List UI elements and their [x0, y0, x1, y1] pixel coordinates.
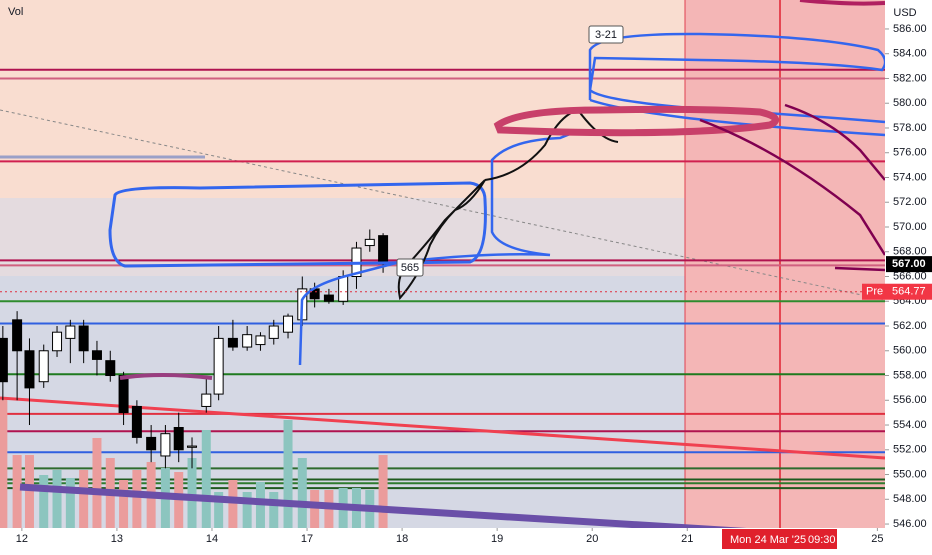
y-tick-label: 584.00 — [893, 48, 927, 60]
x-tick-label: 12 — [16, 533, 28, 545]
volume-bar — [297, 458, 307, 528]
price-axis-bg — [885, 0, 932, 550]
x-tick-label: 17 — [301, 533, 313, 545]
volume-bar — [310, 490, 320, 528]
x-tick-label: 18 — [396, 533, 408, 545]
candle-body — [255, 335, 266, 346]
candle-body — [118, 375, 129, 414]
candle-body — [227, 337, 238, 348]
currency: USD — [893, 7, 916, 19]
trend-dashed — [0, 109, 886, 301]
y-tick-label: 578.00 — [893, 122, 927, 134]
y-tick-label: 552.00 — [893, 444, 927, 456]
candle-body — [78, 325, 89, 352]
y-tick-label: 556.00 — [893, 394, 927, 406]
y-tick-label: 580.00 — [893, 97, 927, 109]
y-tick-label: 570.00 — [893, 221, 927, 233]
y-tick-label: 582.00 — [893, 72, 927, 84]
x-tick-label: 19 — [491, 533, 503, 545]
candle-body — [173, 426, 184, 451]
annotation: 3-21 — [595, 29, 617, 41]
candle-body — [65, 325, 76, 339]
candle-body — [338, 276, 349, 302]
volume-bar — [24, 455, 34, 528]
volume-bar — [39, 475, 49, 528]
candle-body — [105, 360, 116, 377]
annotation: 565 — [401, 262, 419, 274]
candle-body — [268, 325, 279, 339]
y-tick-label: 572.00 — [893, 196, 927, 208]
volume-bar — [242, 492, 252, 528]
pre-price: 564.77 — [892, 286, 926, 298]
volume-bar — [187, 458, 197, 528]
candle-body — [12, 319, 23, 352]
y-tick-label: 566.00 — [893, 270, 927, 282]
zone-upper — [0, 0, 685, 198]
candle-body — [24, 350, 35, 389]
last-price: 567.00 — [892, 258, 926, 270]
x-tick-label: 20 — [586, 533, 598, 545]
candle-body — [187, 445, 198, 448]
y-tick-label: 576.00 — [893, 147, 927, 159]
y-tick-label: 568.00 — [893, 246, 927, 258]
candle-body — [283, 315, 294, 333]
y-tick-label: 574.00 — [893, 171, 927, 183]
candle-body — [364, 238, 375, 247]
volume-bar — [228, 480, 238, 528]
candle-body — [91, 350, 102, 360]
pre-price-box — [886, 283, 932, 300]
volume-bar — [52, 470, 62, 528]
candle-body — [378, 235, 389, 265]
y-tick-label: 562.00 — [893, 320, 927, 332]
y-tick-label: 548.00 — [893, 493, 927, 505]
x-tick-label: 13 — [111, 533, 123, 545]
y-tick-label: 546.00 — [893, 518, 927, 530]
x-tick-label: 25 — [871, 533, 883, 545]
volume-bar — [269, 492, 279, 528]
volume-bar — [201, 430, 211, 528]
candle-body — [52, 331, 63, 352]
annotation-box — [396, 258, 424, 277]
volume-bar — [92, 438, 102, 528]
y-tick-label: 554.00 — [893, 419, 927, 431]
cursor-time: 09:30 — [808, 534, 836, 546]
volume-bar — [283, 420, 293, 528]
pre-label: Pre — [866, 286, 883, 298]
candle-body — [131, 405, 142, 438]
candle-body — [213, 337, 224, 395]
pre-box — [862, 283, 886, 300]
volume-bar — [65, 478, 75, 528]
y-tick-label: 560.00 — [893, 345, 927, 357]
volume-bar — [119, 480, 129, 528]
time-axis-bg — [0, 528, 885, 550]
volume-bar — [12, 455, 22, 528]
y-tick-label: 550.00 — [893, 468, 927, 480]
candle-body — [0, 337, 8, 383]
trend-red — [0, 396, 886, 460]
annotation-box — [588, 25, 624, 44]
candle-body — [146, 436, 157, 451]
y-tick-label: 558.00 — [893, 369, 927, 381]
cursor-label-bg — [722, 529, 837, 549]
volume-bar — [214, 492, 224, 528]
volume-label: Vol — [8, 6, 23, 18]
candle-body — [160, 433, 171, 457]
candle-body — [323, 294, 334, 302]
x-tick-label: 14 — [206, 533, 218, 545]
volume-bar — [132, 470, 142, 528]
last-price-box — [886, 256, 932, 273]
cursor-date: Mon 24 Mar '25 — [730, 534, 806, 546]
y-tick-label: 586.00 — [893, 23, 927, 35]
x-tick-label: 21 — [681, 533, 693, 545]
volume-bar — [79, 470, 89, 528]
candle-body — [38, 350, 49, 383]
volume-bar — [378, 455, 388, 528]
candle-body — [201, 393, 212, 407]
volume-bar — [0, 398, 8, 528]
candle-body — [242, 334, 253, 348]
